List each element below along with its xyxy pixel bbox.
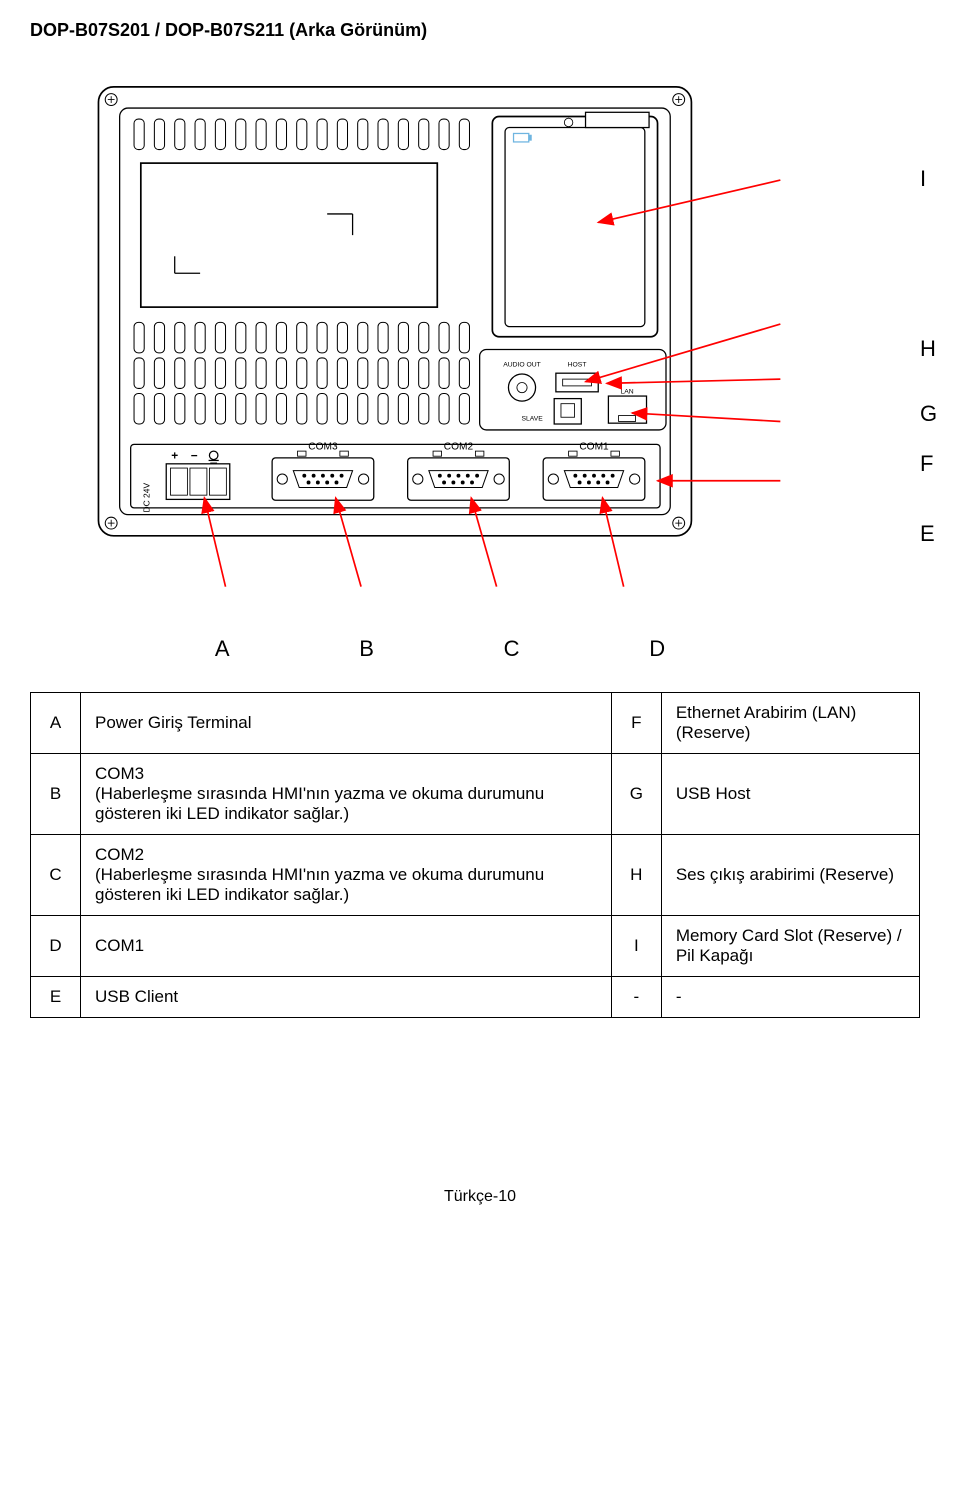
label-D: D <box>649 636 665 662</box>
cell-letter: I <box>611 916 661 977</box>
device-diagram: AUDIO OUT HOST LAN SLAVE DC 24V +− COM3 COM2 COM… <box>90 61 810 621</box>
svg-text:DC 24V: DC 24V <box>141 483 151 513</box>
table-row: EUSB Client-- <box>31 977 920 1018</box>
legend-table: APower Giriş TerminalFEthernet Arabirim … <box>30 692 920 1018</box>
cell-desc: Ethernet Arabirim (LAN) (Reserve) <box>661 693 919 754</box>
cell-desc: Power Giriş Terminal <box>81 693 612 754</box>
label-H: H <box>920 336 936 362</box>
cell-desc: USB Host <box>661 754 919 835</box>
svg-text:HOST: HOST <box>568 361 587 368</box>
cell-desc: COM3 (Haberleşme sırasında HMI'nın yazma… <box>81 754 612 835</box>
label-G: G <box>920 401 937 427</box>
svg-text:COM2: COM2 <box>444 441 474 452</box>
table-row: CCOM2 (Haberleşme sırasında HMI'nın yazm… <box>31 835 920 916</box>
svg-text:SLAVE: SLAVE <box>522 416 544 423</box>
cell-desc: - <box>661 977 919 1018</box>
cell-letter: D <box>31 916 81 977</box>
diagram-container: AUDIO OUT HOST LAN SLAVE DC 24V +− COM3 COM2 COM… <box>90 61 940 662</box>
label-F: F <box>920 451 933 477</box>
legend-table-container: APower Giriş TerminalFEthernet Arabirim … <box>30 692 920 1018</box>
cell-letter: E <box>31 977 81 1018</box>
bottom-labels: A B C D <box>90 636 810 662</box>
label-I: I <box>920 166 926 192</box>
cell-letter: - <box>611 977 661 1018</box>
cell-desc: COM2 (Haberleşme sırasında HMI'nın yazma… <box>81 835 612 916</box>
svg-text:LAN: LAN <box>620 389 633 396</box>
cell-desc: Ses çıkış arabirimi (Reserve) <box>661 835 919 916</box>
svg-text:+: + <box>171 449 178 463</box>
page-footer: Türkçe-10 <box>30 1188 930 1206</box>
label-A: A <box>215 636 230 662</box>
svg-text:−: − <box>191 449 198 463</box>
cell-letter: F <box>611 693 661 754</box>
cell-letter: B <box>31 754 81 835</box>
label-C: C <box>504 636 520 662</box>
table-row: DCOM1IMemory Card Slot (Reserve) / Pil K… <box>31 916 920 977</box>
page-title: DOP-B07S201 / DOP-B07S211 (Arka Görünüm) <box>30 20 930 41</box>
cell-letter: G <box>611 754 661 835</box>
cell-letter: A <box>31 693 81 754</box>
label-E: E <box>920 521 935 547</box>
cell-desc: COM1 <box>81 916 612 977</box>
cell-letter: C <box>31 835 81 916</box>
table-row: APower Giriş TerminalFEthernet Arabirim … <box>31 693 920 754</box>
svg-text:COM3: COM3 <box>308 441 338 452</box>
label-B: B <box>359 636 374 662</box>
cell-desc: Memory Card Slot (Reserve) / Pil Kapağı <box>661 916 919 977</box>
svg-text:AUDIO OUT: AUDIO OUT <box>503 361 541 368</box>
cell-letter: H <box>611 835 661 916</box>
cell-desc: USB Client <box>81 977 612 1018</box>
svg-text:COM1: COM1 <box>579 441 609 452</box>
table-row: BCOM3 (Haberleşme sırasında HMI'nın yazm… <box>31 754 920 835</box>
